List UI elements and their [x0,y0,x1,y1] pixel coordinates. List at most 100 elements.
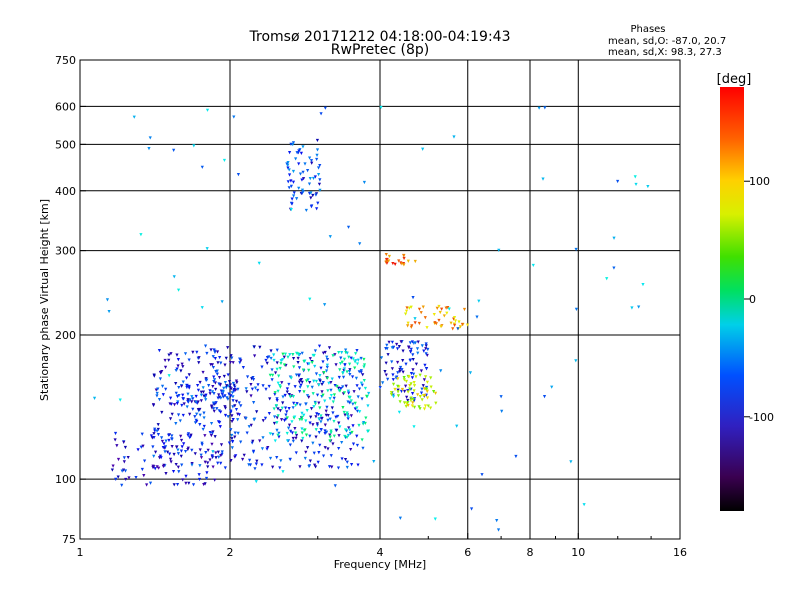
y-tick-label: 400 [55,185,76,198]
echo-point [120,483,124,488]
echo-point [420,398,424,402]
echo-point [343,363,347,367]
echo-point [343,428,348,432]
echo-point [217,455,221,459]
echo-point [241,457,245,462]
echo-point [230,414,234,418]
echo-point [232,115,236,119]
echo-point [317,401,321,405]
echo-point [413,259,417,264]
echo-point [331,442,335,446]
echo-point [301,436,305,441]
echo-point [273,415,277,419]
echo-point [321,454,326,458]
echo-point [170,412,174,416]
echo-point [452,316,457,320]
echo-point [244,387,248,391]
echo-point [327,346,332,350]
echo-point [342,410,346,415]
echo-point [213,478,217,482]
echo-point [281,352,285,356]
echo-point [285,390,289,394]
echo-point [254,462,258,466]
echo-point [215,407,219,411]
echo-point [201,386,205,390]
echo-point [365,394,369,398]
echo-point [410,340,415,344]
echo-point [347,369,352,374]
echo-point [182,442,186,446]
echo-point [304,433,309,437]
echo-point [249,394,253,398]
echo-point [325,405,329,409]
echo-point [141,444,145,448]
echo-point [233,404,237,408]
echo-point [357,387,362,391]
echo-point [275,428,279,433]
echo-point [422,387,426,391]
echo-point [332,419,336,424]
echo-point [217,382,221,386]
echo-point [298,390,302,394]
echo-point [155,429,159,433]
echo-point [351,402,355,406]
echo-point [185,383,189,388]
echo-point [251,439,255,443]
echo-point [218,355,222,360]
echo-point [301,368,306,372]
echo-point [282,355,286,359]
echo-point [361,373,365,377]
echo-point [174,462,178,467]
echo-point [200,306,204,310]
echo-point [323,429,327,433]
echo-point [209,433,213,438]
echo-point [320,382,324,387]
echo-point [326,389,330,393]
echo-point [213,357,217,361]
echo-point [347,355,351,359]
echo-point [396,394,401,398]
echo-point [257,261,261,265]
echo-point [153,427,157,431]
echo-point [277,374,281,378]
echo-point [499,395,503,399]
echo-point [337,446,341,451]
echo-point [232,389,236,393]
echo-point [282,363,287,367]
echo-point [155,465,159,469]
echo-point [174,381,178,386]
echo-point [419,369,423,373]
echo-point [298,172,303,176]
echo-point [390,346,394,350]
echo-point [199,393,203,397]
echo-point [355,406,359,410]
echo-point [406,403,410,408]
echo-point [322,371,326,375]
echo-point [202,394,206,398]
echo-point [337,421,341,425]
echo-point [172,148,176,152]
echo-point [187,373,191,377]
echo-point [439,325,443,329]
echo-point [289,208,293,212]
echo-point [462,307,467,312]
echo-point [284,417,288,421]
echo-point [423,404,428,408]
echo-point [384,258,389,262]
y-tick-label: 75 [62,533,76,546]
plot-frame [79,59,681,540]
colorbar: [deg] 100 0 -100 [717,72,774,511]
echo-point [297,373,302,377]
echo-point [346,433,351,438]
echo-point [291,180,296,184]
y-tick-label: 500 [55,138,76,151]
echo-point [231,418,235,422]
echo-point [363,386,368,391]
echo-point [338,368,342,372]
echo-point [195,419,199,424]
y-tick-label: 600 [55,100,76,113]
echo-point [203,460,207,464]
echo-point [343,434,347,439]
echo-point [291,356,296,361]
echo-point [174,368,178,373]
